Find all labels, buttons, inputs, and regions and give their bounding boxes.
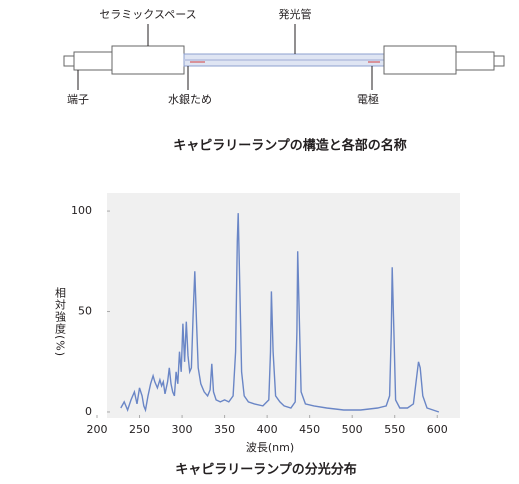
- x-tick-label: 600: [427, 423, 448, 436]
- diagram-caption: キャピラリーランプの構造と各部の名称: [173, 138, 407, 154]
- x-tick-label: 550: [384, 423, 405, 436]
- spectrum-line: [120, 213, 440, 413]
- x-axis-label: 波長(nm): [246, 441, 294, 454]
- label: 水銀ため: [168, 92, 212, 106]
- chart-title: キャピラリーランプの分光分布: [175, 462, 357, 478]
- lamp-diagram: [63, 24, 505, 90]
- label: 電極: [357, 92, 379, 106]
- x-tick-label: 450: [299, 423, 320, 436]
- label: 発光管: [279, 7, 312, 21]
- label: セラミックスペース: [99, 8, 196, 21]
- label: 端子: [67, 93, 89, 106]
- y-axis-label: 相対強度(%): [54, 287, 67, 357]
- x-tick-label: 300: [172, 423, 193, 436]
- x-tick-label: 350: [214, 423, 235, 436]
- x-tick-label: 250: [129, 423, 150, 436]
- x-tick-label: 500: [342, 423, 363, 436]
- y-tick-label: 0: [85, 405, 92, 418]
- y-tick-label: 100: [71, 204, 92, 217]
- y-tick-label: 50: [78, 305, 92, 318]
- x-tick-label: 400: [257, 423, 278, 436]
- plot-area: [107, 193, 460, 418]
- x-tick-label: 200: [87, 423, 108, 436]
